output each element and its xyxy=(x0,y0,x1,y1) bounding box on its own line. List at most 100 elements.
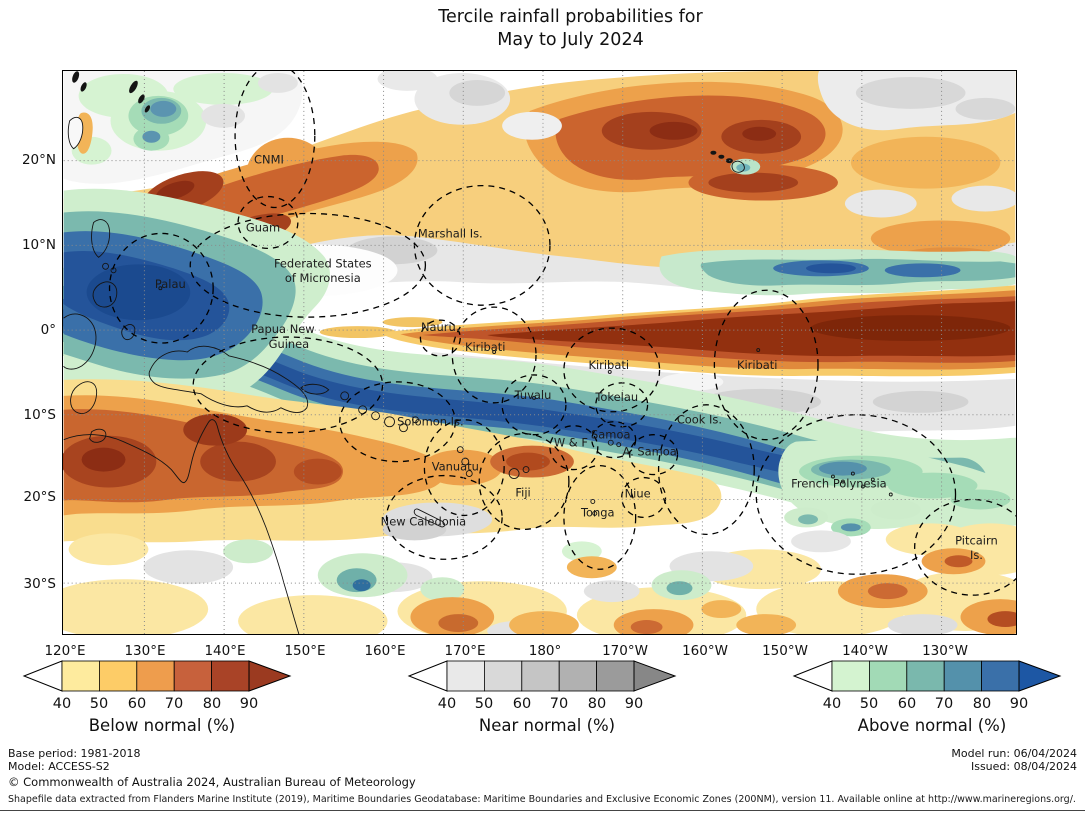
map-label-pitcairn-line1: Pitcairn xyxy=(955,533,998,547)
above-normal-label: Above normal (%) xyxy=(857,716,1007,735)
probability-field xyxy=(63,71,1016,634)
map-label-tuvalu: Tuvalu xyxy=(514,388,552,402)
lon-tick-130w: 130°W xyxy=(922,643,968,659)
near-normal-label: Near normal (%) xyxy=(478,716,616,735)
footer-model: Model: ACCESS-S2 xyxy=(8,760,110,773)
above-ticks: 40 50 60 70 80 90 xyxy=(792,696,1072,714)
colorbar-below-normal-bar xyxy=(22,660,292,692)
near-swatch-70-80 xyxy=(558,660,597,692)
above-swatch-80-90 xyxy=(981,660,1020,692)
footer-copyright: © Commonwealth of Australia 2024, Austra… xyxy=(8,775,416,789)
footer-shapefile-attribution: Shapefile data extracted from Flanders M… xyxy=(8,794,1076,805)
footer-divider xyxy=(0,810,1085,811)
lon-tick-170e: 170°E xyxy=(444,643,486,659)
colorbar-below-normal: 40 50 60 70 80 90 Below normal (%) xyxy=(22,660,302,752)
map-label-fiji: Fiji xyxy=(515,485,530,499)
map-label-new-caledonia: New Caledonia xyxy=(381,514,467,528)
colorbar-near-normal: 40 50 60 70 80 90 Near normal (%) xyxy=(407,660,687,752)
below-tick-90: 90 xyxy=(239,696,259,712)
near-tick-80: 80 xyxy=(587,696,607,712)
lon-tick-160w: 160°W xyxy=(682,643,728,659)
map-label-tokelau: Tokelau xyxy=(594,390,638,404)
map-label-palau: Palau xyxy=(155,277,186,291)
above-tick-50: 50 xyxy=(859,696,879,712)
near-tick-40: 40 xyxy=(437,696,457,712)
below-tick-80: 80 xyxy=(202,696,222,712)
above-tick-40: 40 xyxy=(822,696,842,712)
map-label-american-samoa: A. Samoa xyxy=(622,445,676,459)
lon-tick-140e: 140°E xyxy=(204,643,246,659)
lat-tick-30s: 30°S xyxy=(23,576,57,592)
above-tick-70: 70 xyxy=(934,696,954,712)
below-tick-70: 70 xyxy=(164,696,184,712)
map-label-guam: Guam xyxy=(246,220,280,234)
near-arrow-left xyxy=(407,660,448,692)
near-swatch-80-90 xyxy=(596,660,635,692)
map-label-wallis-futuna: W & F xyxy=(554,436,588,450)
map-labels: CNMI Guam Marshall Is. Federated States … xyxy=(155,153,998,563)
near-tick-60: 60 xyxy=(512,696,532,712)
lon-tick-180: 180° xyxy=(528,643,562,659)
map-label-nauru: Nauru xyxy=(421,320,456,334)
coastlines xyxy=(63,71,893,634)
lat-tick-20n: 20°N xyxy=(21,152,56,168)
map-label-kiribati-2: Kiribati xyxy=(589,358,630,372)
lat-tick-10n: 10°N xyxy=(21,237,56,253)
map-label-solomon-is: Solomon Is. xyxy=(397,415,463,429)
above-tick-60: 60 xyxy=(897,696,917,712)
near-swatch-60-70 xyxy=(521,660,560,692)
map-label-niue: Niue xyxy=(625,486,651,500)
map-label-png-line2: Guinea xyxy=(269,337,310,351)
above-tick-90: 90 xyxy=(1009,696,1029,712)
below-tick-50: 50 xyxy=(89,696,109,712)
above-swatch-70-80 xyxy=(943,660,982,692)
above-arrow-left xyxy=(792,660,833,692)
lon-tick-160e: 160°E xyxy=(364,643,406,659)
near-tick-50: 50 xyxy=(474,696,494,712)
below-swatch-70-80 xyxy=(173,660,212,692)
map-frame: CNMI Guam Marshall Is. Federated States … xyxy=(62,70,1017,635)
above-swatch-50-60 xyxy=(869,660,908,692)
map-label-cook-is: Cook Is. xyxy=(677,413,722,427)
lon-tick-150e: 150°E xyxy=(284,643,326,659)
eez-boundaries xyxy=(108,71,1016,596)
colorbar-above-normal-bar xyxy=(792,660,1062,692)
map-label-samoa: Samoa xyxy=(591,428,630,442)
map-label-fsm-line1: Federated States xyxy=(274,256,372,270)
below-arrow-left xyxy=(22,660,63,692)
lat-tick-0: 0° xyxy=(40,322,56,338)
lon-tick-130e: 130°E xyxy=(124,643,166,659)
footer-model-run: Model run: 06/04/2024 xyxy=(951,747,1077,760)
below-swatch-40-50 xyxy=(61,660,100,692)
below-arrow-right xyxy=(248,660,292,692)
page-title: Tercile rainfall probabilities for May t… xyxy=(28,6,1085,52)
near-ticks: 40 50 60 70 80 90 xyxy=(407,696,687,714)
map-label-marshall-is: Marshall Is. xyxy=(418,226,483,240)
lon-tick-150w: 150°W xyxy=(762,643,808,659)
above-arrow-right xyxy=(1018,660,1062,692)
lon-tick-120e: 120°E xyxy=(44,643,86,659)
title-line-2: May to July 2024 xyxy=(497,30,644,50)
near-swatch-50-60 xyxy=(484,660,523,692)
below-swatch-80-90 xyxy=(211,660,250,692)
map-label-png-line1: Papua New xyxy=(251,322,315,336)
map-label-tonga: Tonga xyxy=(580,505,615,519)
map-label-kiribati-3: Kiribati xyxy=(737,358,778,372)
colorbar-near-normal-bar xyxy=(407,660,677,692)
near-arrow-right xyxy=(633,660,677,692)
map-canvas: CNMI Guam Marshall Is. Federated States … xyxy=(63,71,1016,634)
lat-tick-10s: 10°S xyxy=(23,407,57,423)
above-tick-80: 80 xyxy=(972,696,992,712)
map-label-french-polynesia: French Polynesia xyxy=(791,477,887,491)
below-tick-60: 60 xyxy=(127,696,147,712)
map-label-pitcairn-line2: Is. xyxy=(970,548,983,562)
map-label-vanuatu: Vanuatu xyxy=(432,460,479,474)
below-ticks: 40 50 60 70 80 90 xyxy=(22,696,302,714)
near-tick-70: 70 xyxy=(549,696,569,712)
lon-tick-140w: 140°W xyxy=(842,643,888,659)
below-swatch-50-60 xyxy=(99,660,138,692)
footer-issued: Issued: 08/04/2024 xyxy=(970,760,1077,773)
map-label-fsm-line2: of Micronesia xyxy=(285,271,361,285)
below-swatch-60-70 xyxy=(136,660,175,692)
